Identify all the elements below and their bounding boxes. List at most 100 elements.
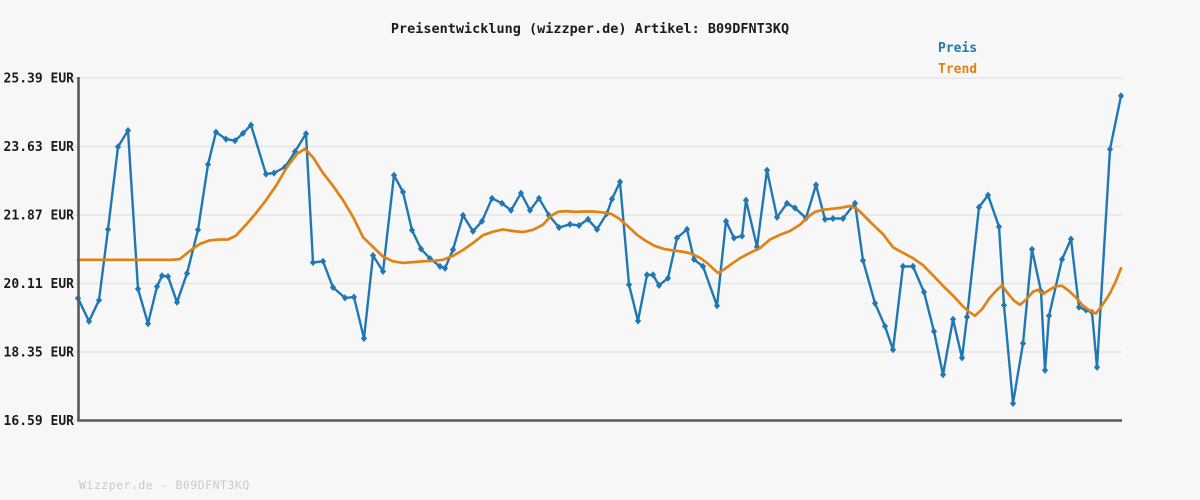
y-axis-tick-label: 18.35 EUR	[4, 346, 75, 361]
data-point-marker	[1093, 363, 1101, 371]
data-point-marker	[763, 166, 771, 174]
data-point-marker	[535, 194, 543, 202]
data-point-marker	[821, 215, 829, 223]
data-point-marker	[85, 317, 93, 325]
data-point-marker	[958, 354, 966, 362]
data-point-marker	[436, 262, 444, 270]
data-point-marker	[478, 217, 486, 225]
data-point-marker	[341, 294, 349, 302]
data-point-marker	[459, 211, 467, 219]
data-point-marker	[783, 199, 791, 207]
data-point-marker	[871, 299, 879, 307]
data-point-marker	[655, 281, 663, 289]
data-point-marker	[399, 188, 407, 196]
data-point-marker	[616, 178, 624, 186]
data-point-marker	[441, 264, 449, 272]
data-point-marker	[302, 130, 310, 138]
data-point-marker	[488, 194, 496, 202]
data-point-marker	[664, 274, 672, 282]
data-point-marker	[270, 169, 278, 177]
y-axis-tick-label: 20.11 EUR	[4, 277, 75, 292]
data-point-marker	[390, 171, 398, 179]
data-point-marker	[114, 143, 122, 151]
data-point-marker	[851, 199, 859, 207]
data-point-marker	[963, 313, 971, 321]
data-point-marker	[649, 271, 657, 279]
data-point-marker	[144, 320, 152, 328]
data-point-marker	[575, 221, 583, 230]
y-axis-tick-label: 21.87 EUR	[4, 209, 75, 224]
legend-item-trend: Trend	[938, 62, 978, 77]
series-markers-preis	[74, 92, 1125, 407]
data-point-marker	[1106, 145, 1114, 153]
series-lines	[74, 92, 1125, 407]
data-point-marker	[1041, 366, 1049, 374]
data-point-marker	[566, 220, 574, 228]
data-point-marker	[369, 251, 377, 260]
data-point-marker	[683, 225, 691, 233]
data-point-marker	[555, 223, 563, 232]
data-point-marker	[643, 271, 651, 279]
data-point-marker	[449, 246, 457, 254]
data-point-marker	[134, 285, 142, 293]
data-point-marker	[1058, 255, 1066, 263]
data-point-marker	[1117, 92, 1125, 100]
data-point-marker	[158, 272, 166, 280]
data-point-marker	[699, 262, 707, 270]
data-point-marker	[930, 327, 938, 335]
data-point-marker	[713, 302, 721, 310]
data-point-marker	[124, 126, 132, 135]
data-point-marker	[498, 199, 506, 207]
axes	[77, 77, 1122, 422]
legend-item-preis: Preis	[938, 41, 978, 56]
data-point-marker	[153, 283, 161, 291]
data-point-marker	[526, 206, 534, 214]
data-point-marker	[975, 203, 983, 211]
data-point-marker	[517, 189, 525, 197]
data-point-marker	[194, 226, 202, 234]
data-point-marker	[920, 288, 928, 296]
data-point-marker	[95, 296, 103, 304]
data-point-marker	[1045, 312, 1053, 320]
data-point-marker	[730, 234, 738, 242]
chart-title: Preisentwicklung (wizzper.de) Artikel: B…	[390, 21, 790, 37]
data-point-marker	[350, 293, 358, 301]
data-point-marker	[164, 272, 172, 281]
data-point-marker	[939, 371, 947, 379]
chart-legend: Preis Trend	[938, 38, 977, 80]
data-point-marker	[889, 346, 897, 354]
y-axis-tick-label: 25.39 EUR	[4, 72, 75, 87]
data-point-marker	[319, 257, 327, 265]
data-point-marker	[791, 204, 799, 212]
data-point-marker	[183, 269, 191, 277]
data-point-marker	[408, 226, 416, 234]
gridlines	[71, 77, 1122, 422]
data-point-marker	[247, 121, 255, 129]
data-point-marker	[173, 298, 181, 306]
data-point-marker	[593, 225, 601, 233]
data-point-marker	[812, 181, 820, 189]
data-point-marker	[899, 262, 907, 270]
data-point-marker	[1009, 399, 1017, 407]
data-point-marker	[949, 315, 957, 323]
data-point-marker	[222, 135, 230, 143]
data-point-marker	[584, 215, 592, 223]
data-point-marker	[722, 217, 730, 225]
y-axis-tick-label: 23.63 EUR	[4, 140, 75, 155]
data-point-marker	[634, 317, 642, 325]
data-point-marker	[1028, 245, 1036, 253]
data-point-marker	[625, 281, 633, 289]
data-point-marker	[773, 213, 781, 221]
data-point-marker	[360, 334, 368, 342]
data-point-marker	[909, 262, 917, 270]
data-point-marker	[690, 255, 698, 263]
data-point-marker	[738, 232, 746, 240]
data-point-marker	[995, 223, 1003, 231]
data-point-marker	[673, 234, 681, 242]
data-point-marker	[742, 196, 750, 204]
axis-line	[77, 77, 1122, 422]
series-line-trend	[76, 147, 1123, 318]
y-axis-tick-label: 16.59 EUR	[4, 414, 75, 429]
data-point-marker	[1000, 301, 1008, 309]
